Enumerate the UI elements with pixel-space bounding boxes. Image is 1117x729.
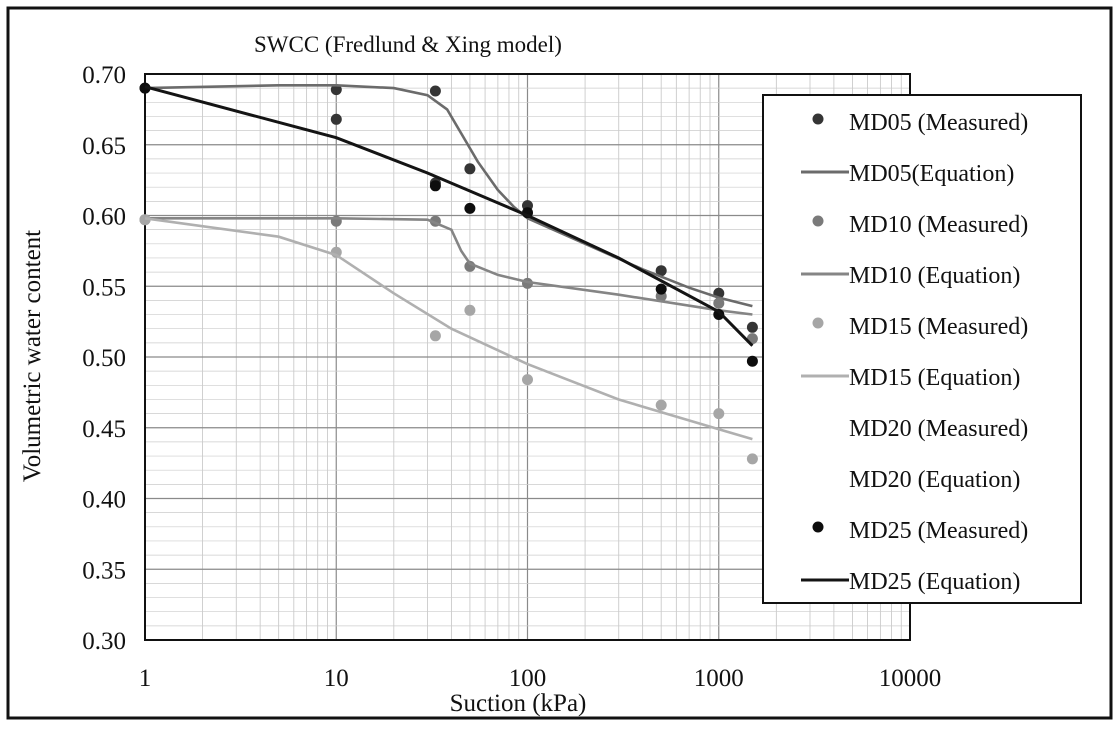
data-point <box>330 113 342 125</box>
x-tick-label: 10000 <box>879 665 942 692</box>
data-point <box>655 283 667 295</box>
legend-entry: MD25 (Equation) <box>801 569 1020 595</box>
series-9 <box>144 85 754 347</box>
series-layer <box>139 82 758 465</box>
x-tick-label: 100 <box>509 665 547 692</box>
data-point <box>522 374 533 386</box>
legend-entry: MD20 (Measured) <box>812 416 1028 442</box>
x-tick-label: 1000 <box>694 665 744 692</box>
y-tick-label: 0.45 <box>82 416 126 443</box>
data-point <box>429 180 441 192</box>
legend-label: MD20 (Equation) <box>849 467 1020 493</box>
data-point <box>746 321 758 333</box>
series-line <box>145 217 753 316</box>
legend-entry: MD20 (Equation) <box>801 467 1020 493</box>
legend-label: MD15 (Equation) <box>849 365 1020 391</box>
y-axis-label: Volumetric water content <box>19 230 46 482</box>
legend-marker-swatch <box>812 419 824 431</box>
y-tick-label: 0.50 <box>82 345 126 372</box>
legend: MD05 (Measured) MD05(Equation) MD10 (Measu… <box>762 94 1082 604</box>
series-line <box>144 85 754 347</box>
data-point <box>713 297 725 309</box>
chart-title: SWCC (Fredlund & Xing model) <box>254 32 562 57</box>
legend-label: MD05(Equation) <box>849 161 1014 187</box>
data-point <box>655 265 667 277</box>
legend-entry: MD15 (Equation) <box>801 365 1020 391</box>
y-tick-label: 0.30 <box>82 628 126 655</box>
data-point <box>429 330 441 342</box>
legend-marker-swatch <box>812 215 824 227</box>
legend-entry: MD05(Equation) <box>801 161 1014 187</box>
series-4 <box>139 214 758 465</box>
series-line <box>144 217 753 441</box>
data-point <box>464 304 476 316</box>
legend-label: MD20 (Measured) <box>849 416 1028 442</box>
data-point <box>330 84 342 96</box>
data-point <box>464 163 476 175</box>
x-axis-ticks: 1 10 100 1000 10000 <box>139 665 942 692</box>
x-tick-label: 1 <box>139 665 152 692</box>
legend-marker-swatch <box>812 113 824 125</box>
legend-entry: MD15 (Measured) <box>812 314 1028 340</box>
data-point <box>746 453 758 465</box>
legend-label: MD10 (Equation) <box>849 263 1020 289</box>
legend-label: MD05 (Measured) <box>849 110 1028 136</box>
x-tick-label: 10 <box>324 665 349 692</box>
legend-marker-swatch <box>812 317 824 329</box>
y-tick-label: 0.70 <box>82 62 126 89</box>
y-axis-ticks: 0.30 0.35 0.40 0.45 0.50 0.55 0.60 0.65 0.70 <box>82 62 126 655</box>
data-point <box>713 408 725 420</box>
legend-label: MD25 (Measured) <box>849 518 1028 544</box>
legend-entry: MD10 (Measured) <box>812 212 1028 238</box>
data-point <box>464 202 476 214</box>
legend-label: MD10 (Measured) <box>849 212 1028 238</box>
legend-label: MD25 (Equation) <box>849 569 1020 595</box>
y-tick-label: 0.35 <box>82 557 126 584</box>
series-3 <box>145 217 753 316</box>
y-tick-label: 0.60 <box>82 204 126 231</box>
data-point <box>655 399 667 411</box>
series-5 <box>144 217 753 441</box>
legend-label: MD15 (Measured) <box>849 314 1028 340</box>
legend-entry: MD25 (Measured) <box>812 518 1028 544</box>
legend-marker-swatch <box>812 521 824 533</box>
x-axis-label: Suction (kPa) <box>450 690 587 717</box>
series-line <box>144 84 753 308</box>
y-tick-label: 0.65 <box>82 133 126 160</box>
data-point <box>139 214 151 226</box>
legend-box <box>762 94 1082 604</box>
y-tick-label: 0.40 <box>82 487 126 514</box>
data-point <box>429 85 441 97</box>
legend-entry: MD10 (Equation) <box>801 263 1020 289</box>
y-tick-label: 0.55 <box>82 274 126 301</box>
legend-entry: MD05 (Measured) <box>812 110 1028 136</box>
series-1 <box>144 84 753 308</box>
data-point <box>746 355 758 367</box>
